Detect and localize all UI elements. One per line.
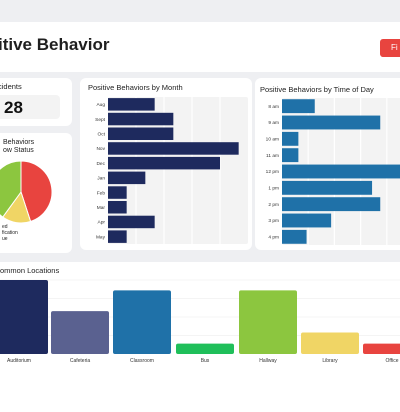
time-bar — [282, 197, 381, 212]
time-bar — [282, 164, 400, 179]
locations-chart-title: ommon Locations — [0, 266, 60, 275]
locations-chart-card: ommon Locations Auditorium Cafeteria Class… — [0, 262, 400, 412]
time-tick-label: 12 pm — [266, 169, 279, 175]
locations-bar — [113, 290, 171, 354]
month-chart-card: Positive Behaviors by Month Aug Sept Oct No… — [80, 78, 252, 250]
time-tick-label: 11 am — [266, 153, 279, 159]
month-bar — [108, 156, 220, 170]
month-tick-label: Dec — [96, 161, 105, 167]
month-tick-label: Jan — [97, 176, 105, 182]
locations-bar — [363, 343, 400, 354]
month-bar — [108, 127, 174, 140]
month-tick-label: Oct — [98, 131, 106, 137]
time-tick-label: 10 am — [266, 137, 279, 143]
time-tick-label: 4 pm — [268, 235, 279, 241]
locations-tick-label: Hallway — [259, 358, 277, 364]
locations-bar — [176, 343, 234, 354]
time-bar — [282, 180, 373, 195]
month-bar — [108, 98, 155, 111]
locations-bar — [239, 290, 297, 354]
locations-bar — [51, 311, 109, 354]
month-bar — [108, 230, 127, 243]
month-bar — [108, 171, 146, 185]
workflow-title-line1: Behaviors — [3, 139, 35, 146]
time-bar — [282, 131, 299, 146]
workflow-status-card: Behaviors ow Status ed fication ue — [0, 133, 72, 253]
month-tick-label: Sept — [95, 117, 106, 123]
locations-tick-label: Library — [322, 358, 338, 364]
page-title: itive Behavior — [0, 35, 110, 54]
workflow-legend-3: ue — [2, 236, 8, 242]
month-tick-label: May — [96, 234, 106, 240]
locations-tick-label: Auditorium — [7, 358, 31, 364]
time-bar — [282, 99, 315, 114]
locations-tick-label: Classroom — [130, 358, 154, 364]
month-bar — [108, 112, 174, 126]
month-bar — [108, 201, 127, 214]
time-chart-card: Positive Behaviors by Time of Day 8 am 9 … — [255, 78, 400, 250]
workflow-pie-slice — [20, 160, 53, 223]
incidents-value-box: 28 — [0, 95, 60, 119]
month-tick-label: Feb — [97, 190, 106, 196]
time-bar — [282, 115, 381, 130]
filter-button[interactable]: Fi — [380, 39, 400, 57]
time-bar — [282, 213, 332, 228]
locations-bar — [301, 332, 359, 354]
time-tick-label: 2 pm — [268, 202, 279, 208]
month-tick-label: Apr — [98, 220, 106, 226]
month-chart-title: Positive Behaviors by Month — [88, 83, 183, 92]
time-tick-label: 1 pm — [268, 186, 279, 192]
month-bar-chart: Aug Sept Oct Nov Dec Jan Feb Mar Apr May — [95, 97, 248, 244]
locations-tick-label: Bus — [201, 358, 210, 364]
incidents-value: 28 — [4, 98, 23, 117]
workflow-pie-slice — [0, 160, 22, 218]
locations-tick-label: Cafeteria — [70, 358, 91, 364]
header-bar: itive Behavior Fi — [0, 22, 400, 72]
time-tick-label: 8 am — [268, 104, 279, 110]
locations-tick-label: Office — [386, 358, 399, 364]
month-tick-label: Aug — [96, 102, 105, 108]
workflow-pie-chart — [0, 160, 53, 224]
month-bar — [108, 142, 239, 155]
incidents-title: cidents — [0, 82, 22, 91]
month-tick-label: Mar — [97, 205, 106, 211]
locations-bar-chart: Auditorium Cafeteria Classroom Bus Hallway Li… — [0, 279, 400, 364]
month-bar — [108, 186, 127, 199]
workflow-title-line2: ow Status — [3, 147, 34, 154]
workflow-legend-1: ed — [2, 224, 8, 230]
locations-bar — [0, 280, 48, 354]
incidents-card: cidents 28 — [0, 78, 72, 126]
time-bar-chart: 8 am 9 am 10 am 11 am 12 pm 1 pm 2 pm 3 pm 4 pm — [266, 98, 400, 245]
month-bar — [108, 215, 155, 229]
time-bar — [282, 229, 307, 244]
time-chart-title: Positive Behaviors by Time of Day — [260, 85, 374, 94]
time-tick-label: 9 am — [268, 120, 279, 126]
workflow-legend-2: fication — [2, 230, 18, 236]
time-bar — [282, 148, 299, 163]
time-tick-label: 3 pm — [268, 218, 279, 224]
month-tick-label: Nov — [96, 146, 105, 152]
